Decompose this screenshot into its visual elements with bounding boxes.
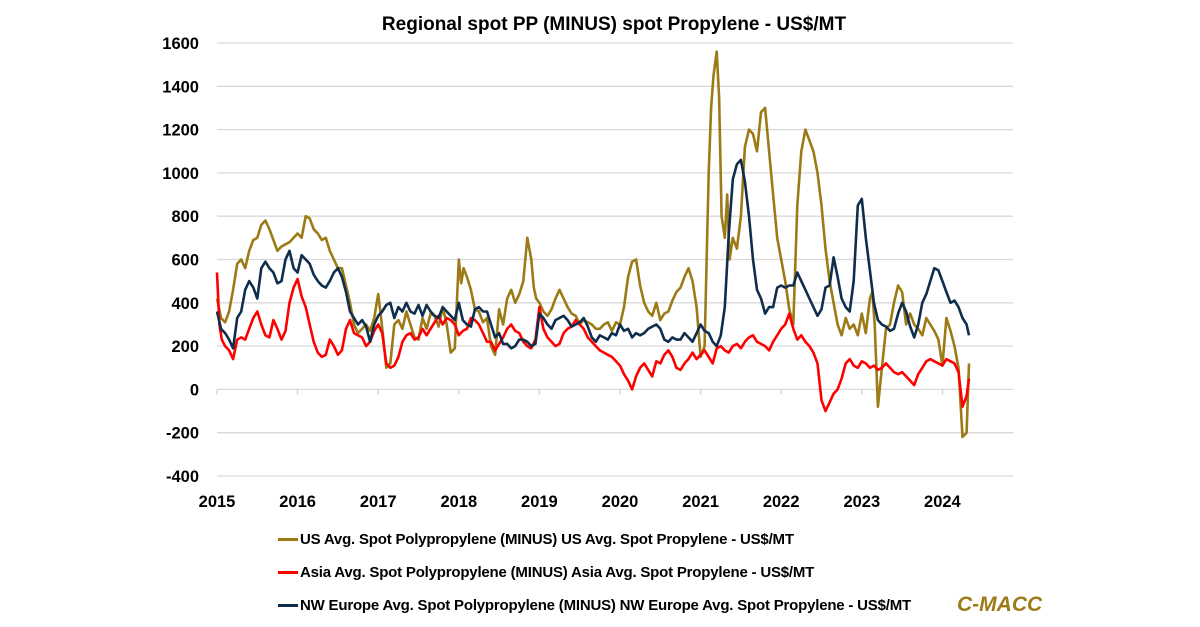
x-tick-label: 2022 bbox=[763, 493, 800, 511]
legend-item-asia: Asia Avg. Spot Polypropylene (MINUS) Asi… bbox=[278, 561, 911, 584]
series-line-nw-europe bbox=[215, 158, 971, 350]
y-tick-label: 400 bbox=[171, 295, 199, 313]
x-tick-label: 2021 bbox=[682, 493, 719, 511]
legend-label-asia: Asia Avg. Spot Polypropylene (MINUS) Asi… bbox=[300, 564, 815, 581]
series-line-us bbox=[215, 50, 971, 439]
x-tick-label: 2015 bbox=[199, 493, 236, 511]
legend-label-us: US Avg. Spot Polypropylene (MINUS) US Av… bbox=[300, 531, 794, 548]
legend-swatch-asia bbox=[278, 571, 298, 574]
y-tick-label: 0 bbox=[190, 381, 199, 399]
brand-logo-text: C-MACC bbox=[957, 593, 1043, 616]
y-tick-label: 1000 bbox=[162, 165, 199, 183]
series-lines bbox=[215, 50, 971, 439]
series-line-asia bbox=[215, 272, 971, 413]
legend-swatch-nw-europe bbox=[278, 604, 298, 607]
x-tick-label: 2019 bbox=[521, 493, 558, 511]
y-tick-label: -400 bbox=[166, 468, 199, 486]
y-tick-label: 1200 bbox=[162, 122, 199, 140]
x-tick-label: 2016 bbox=[279, 493, 316, 511]
legend-item-nw-europe: NW Europe Avg. Spot Polypropylene (MINUS… bbox=[278, 594, 911, 617]
y-tick-label: 1600 bbox=[162, 35, 199, 53]
y-tick-label: -200 bbox=[166, 425, 199, 443]
x-tick-label: 2024 bbox=[924, 493, 962, 511]
x-tick-label: 2018 bbox=[440, 493, 477, 511]
y-tick-label: 600 bbox=[171, 252, 199, 270]
x-tick-label: 2023 bbox=[843, 493, 880, 511]
legend: US Avg. Spot Polypropylene (MINUS) US Av… bbox=[278, 528, 911, 627]
y-tick-label: 1400 bbox=[162, 78, 199, 96]
legend-swatch-us bbox=[278, 538, 298, 541]
x-tick-label: 2020 bbox=[602, 493, 639, 511]
gridlines bbox=[217, 42, 1013, 477]
y-tick-label: 800 bbox=[171, 208, 199, 226]
x-tick-label: 2017 bbox=[360, 493, 397, 511]
legend-item-us: US Avg. Spot Polypropylene (MINUS) US Av… bbox=[278, 528, 911, 551]
legend-label-nw-europe: NW Europe Avg. Spot Polypropylene (MINUS… bbox=[300, 597, 911, 614]
y-tick-label: 200 bbox=[171, 338, 199, 356]
axes: 16001400120010008006004002000-200-400201… bbox=[162, 35, 961, 511]
chart-title: Regional spot PP (MINUS) spot Propylene … bbox=[382, 14, 847, 35]
